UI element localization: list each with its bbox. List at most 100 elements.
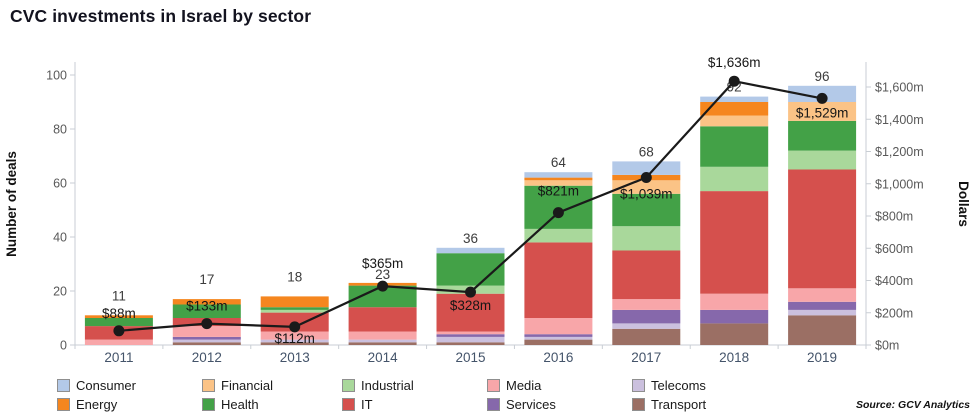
bar-segment — [348, 331, 417, 340]
line-value-label: $1,529m — [796, 105, 849, 120]
bar-segment — [788, 309, 857, 316]
bar-segment — [788, 301, 857, 310]
svg-text:20: 20 — [53, 285, 67, 299]
legend-item-financial: Financial — [202, 377, 342, 394]
legend-swatch-icon — [342, 379, 355, 392]
bar-total-label: 18 — [287, 269, 302, 284]
bar-segment — [348, 307, 417, 332]
legend-label: Media — [506, 378, 542, 393]
x-axis-labels: 2011 2012 2013 2014 2015 2016 2017 2018 2019 — [104, 350, 837, 365]
svg-text:60: 60 — [53, 177, 67, 191]
bar-segment — [436, 331, 505, 335]
svg-text:2017: 2017 — [631, 350, 661, 365]
legend-swatch-icon — [202, 379, 215, 392]
svg-text:2011: 2011 — [104, 350, 133, 365]
bar-segment — [172, 304, 241, 318]
legend-swatch-icon — [632, 379, 645, 392]
line-value-label: $1,636m — [708, 55, 761, 70]
bar-segment — [700, 323, 769, 345]
legend-item-telecoms: Telecoms — [632, 377, 706, 394]
bar-segment — [436, 334, 505, 337]
line-value-label: $133m — [186, 299, 227, 314]
line-marker — [201, 318, 213, 330]
bar-segment — [700, 191, 769, 294]
bar-segment — [172, 336, 241, 340]
svg-text:2015: 2015 — [455, 350, 485, 365]
svg-text:40: 40 — [53, 231, 67, 245]
legend-item-transport: Transport — [632, 396, 706, 413]
legend-item-health: Health — [202, 396, 342, 413]
legend-swatch-icon — [57, 398, 70, 411]
bar-segment — [700, 293, 769, 310]
bar-segment — [612, 161, 681, 175]
bar-segment — [260, 339, 329, 343]
bar-segment — [524, 228, 593, 243]
legend-item-media: Media — [487, 377, 632, 394]
bar-segment — [524, 339, 593, 345]
bar-segment — [436, 247, 505, 254]
legend-swatch-icon — [202, 398, 215, 411]
legend-label: Telecoms — [651, 378, 706, 393]
legend-item-energy: Energy — [57, 396, 202, 413]
bar-segment — [260, 342, 329, 345]
legend-item-industrial: Industrial — [342, 377, 487, 394]
line-value-label: $821m — [538, 184, 579, 199]
bar-segment — [260, 331, 329, 340]
bar-segment — [700, 96, 769, 102]
line-marker — [113, 325, 125, 337]
bar-segment — [612, 323, 681, 329]
bar-total-label: 96 — [815, 69, 830, 84]
svg-text:2013: 2013 — [280, 350, 310, 365]
line-marker — [552, 207, 564, 219]
bar-segment — [172, 299, 241, 305]
bar-segment — [612, 328, 681, 345]
svg-text:2014: 2014 — [368, 350, 399, 365]
bar-segment — [260, 307, 329, 310]
legend-item-services: Services — [487, 396, 632, 413]
svg-text:Number of deals: Number of deals — [4, 151, 19, 257]
svg-text:2018: 2018 — [719, 350, 749, 365]
svg-text:$1,000m: $1,000m — [875, 177, 924, 191]
legend-swatch-icon — [487, 398, 500, 411]
line-value-label: $1,039m — [620, 187, 673, 202]
line-series: $88m $133m $112m $365m $328m $821m $1,039m $1,6… — [102, 55, 848, 346]
right-axis: $0m $200m $400m $600m $800m $1,000m $1,200m $1,… — [866, 81, 971, 353]
legend-label: Transport — [651, 397, 707, 412]
legend: Consumer Energy Financial Health Industrial I… — [57, 377, 706, 414]
bar-segment — [788, 120, 857, 151]
bar-segment — [260, 309, 329, 313]
bar-segment — [260, 296, 329, 308]
line-value-label: $365m — [362, 256, 403, 271]
line-marker — [377, 280, 389, 292]
legend-swatch-icon — [342, 398, 355, 411]
bar-segment — [436, 336, 505, 343]
bar-segment — [436, 293, 505, 332]
bar-segment — [524, 177, 593, 181]
legend-item-consumer: Consumer — [57, 377, 202, 394]
line-value-label: $88m — [102, 306, 136, 321]
line-marker — [816, 92, 828, 104]
line-marker — [640, 172, 652, 183]
line-marker — [289, 321, 301, 333]
svg-text:$1,400m: $1,400m — [875, 113, 924, 127]
bar-segment — [612, 250, 681, 300]
legend-label: Services — [506, 397, 556, 412]
bar-segment — [436, 253, 505, 286]
bar-total-label: 23 — [375, 267, 390, 282]
bar-segment — [348, 342, 417, 345]
bar-segment — [348, 285, 417, 308]
svg-text:2012: 2012 — [192, 350, 222, 365]
svg-text:$400m: $400m — [875, 274, 913, 288]
bar-segment — [788, 150, 857, 170]
bar-segment — [172, 339, 241, 343]
bar-segment — [524, 318, 593, 335]
line-value-label: $328m — [450, 298, 491, 313]
bar-segment — [612, 226, 681, 251]
legend-label: Health — [221, 397, 259, 412]
bar-segment — [524, 180, 593, 186]
chart-title: CVC investments in Israel by sector — [10, 6, 312, 26]
bar-segment — [524, 172, 593, 178]
bar-segment — [84, 339, 153, 345]
